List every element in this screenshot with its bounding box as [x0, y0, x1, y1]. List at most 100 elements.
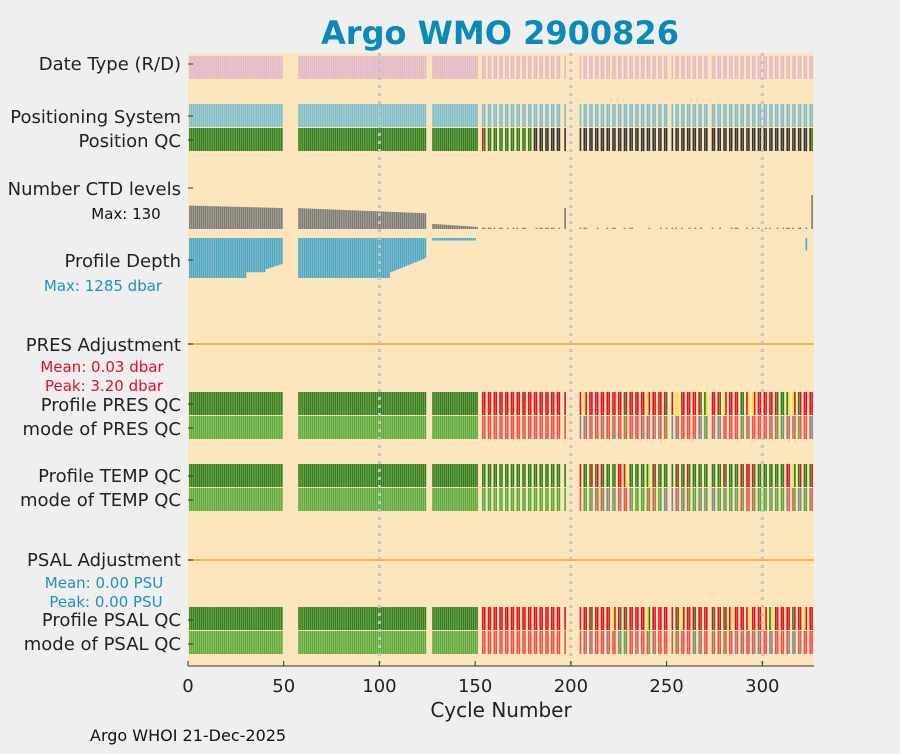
profile-psal-qc-bar: [700, 607, 702, 630]
mode-psal-qc-bar: [363, 631, 365, 654]
positioning-system-bar: [367, 104, 369, 127]
mode-pres-qc-bar: [340, 416, 342, 439]
profile-psal-qc-bar: [625, 607, 628, 630]
date-type-bar: [723, 56, 725, 79]
position-qc-bar: [482, 128, 484, 151]
date-type-bar: [313, 56, 316, 79]
profile-depth-bar: [246, 238, 249, 273]
profile-pres-qc-bar: [686, 392, 689, 415]
mode-psal-qc-bar: [757, 631, 760, 654]
mode-pres-qc-bar: [263, 416, 266, 439]
profile-psal-qc-bar: [585, 607, 587, 630]
mode-temp-qc-bar: [635, 488, 637, 511]
profile-depth-bar: [233, 238, 235, 278]
date-type-bar: [210, 56, 212, 79]
date-type-bar: [198, 56, 201, 79]
profile-temp-qc-bar: [552, 464, 555, 487]
date-type-bar: [309, 56, 312, 79]
positioning-system-bar: [803, 104, 806, 127]
positioning-system-bar: [208, 104, 210, 127]
position-qc-bar: [677, 128, 679, 151]
profile-temp-qc-bar: [338, 464, 341, 487]
positioning-system-bar: [504, 104, 507, 127]
position-qc-bar: [319, 128, 321, 151]
mode-temp-qc-bar: [208, 488, 210, 511]
mode-pres-qc-bar: [700, 416, 702, 439]
profile-depth-bar: [436, 238, 438, 241]
mode-pres-qc-bar: [392, 416, 394, 439]
ctd-levels-bar: [476, 226, 478, 229]
date-type-bar: [214, 56, 216, 79]
profile-pres-qc-bar: [506, 392, 509, 415]
date-type-bar: [378, 56, 381, 79]
mode-psal-qc-bar: [482, 631, 484, 654]
position-qc-bar: [236, 128, 239, 151]
profile-psal-qc-bar: [476, 607, 478, 630]
mode-temp-qc-bar: [344, 488, 346, 511]
mode-pres-qc-bar: [583, 416, 586, 439]
mode-pres-qc-bar: [769, 416, 771, 439]
mode-psal-qc-bar: [612, 631, 614, 654]
ctd-levels-bar: [407, 212, 409, 229]
profile-psal-qc-bar: [675, 607, 677, 630]
mode-pres-qc-bar: [725, 416, 727, 439]
profile-psal-qc-bar: [671, 607, 674, 630]
mode-pres-qc-bar: [238, 416, 241, 439]
profile-depth-bar: [445, 238, 448, 241]
mode-temp-qc-bar: [229, 488, 231, 511]
mode-temp-qc-bar: [533, 488, 536, 511]
mode-temp-qc-bar: [407, 488, 409, 511]
positioning-system-bar: [424, 104, 427, 127]
profile-pres-qc-bar: [215, 392, 218, 415]
mode-temp-qc-bar: [437, 488, 440, 511]
mode-temp-qc-bar: [474, 488, 476, 511]
mode-psal-qc-bar: [332, 631, 335, 654]
date-type-bar: [382, 56, 385, 79]
profile-pres-qc-bar: [210, 392, 212, 415]
profile-temp-qc-bar: [386, 464, 388, 487]
position-qc-bar: [589, 128, 591, 151]
profile-psal-qc-bar: [730, 607, 733, 630]
profile-temp-qc-bar: [361, 464, 364, 487]
date-type-bar: [713, 56, 716, 79]
position-qc-bar: [372, 128, 375, 151]
profile-pres-qc-bar: [740, 392, 743, 415]
date-type-bar: [420, 56, 423, 79]
position-qc-bar: [476, 128, 478, 151]
profile-pres-qc-bar: [403, 392, 406, 415]
profile-psal-qc-bar: [242, 607, 245, 630]
profile-psal-qc-bar: [504, 607, 507, 630]
date-type-bar: [740, 56, 743, 79]
date-type-bar: [472, 56, 475, 79]
date-type-bar: [734, 56, 737, 79]
date-type-bar: [648, 56, 651, 79]
profile-pres-qc-bar: [539, 392, 542, 415]
profile-depth-bar: [416, 238, 419, 262]
profile-temp-qc-bar: [399, 464, 402, 487]
profile-pres-qc-bar: [424, 392, 427, 415]
position-qc-bar: [564, 128, 566, 151]
profile-psal-qc-bar: [443, 607, 446, 630]
ctd-levels-bar: [244, 207, 247, 229]
mode-psal-qc-bar: [608, 631, 610, 654]
date-type-bar: [196, 56, 199, 79]
ctd-levels-bar: [447, 224, 450, 229]
position-qc-bar: [305, 128, 308, 151]
mode-temp-qc-bar: [809, 488, 811, 511]
profile-temp-qc-bar: [504, 464, 507, 487]
positioning-system-bar: [434, 104, 436, 127]
profile-pres-qc-bar: [631, 392, 633, 415]
position-qc-bar: [279, 128, 281, 151]
position-qc-bar: [432, 128, 434, 151]
positioning-system-bar: [212, 104, 214, 127]
profile-pres-qc-bar: [782, 392, 785, 415]
positioning-system-bar: [495, 104, 498, 127]
date-type-bar: [516, 56, 519, 79]
mode-psal-qc-bar: [512, 631, 515, 654]
ctd-levels-bar: [194, 205, 197, 229]
date-type-bar: [351, 56, 354, 79]
profile-psal-qc-bar: [596, 607, 599, 630]
profile-psal-qc-bar: [395, 607, 398, 630]
positioning-system-bar: [706, 104, 708, 127]
position-qc-bar: [765, 128, 767, 151]
